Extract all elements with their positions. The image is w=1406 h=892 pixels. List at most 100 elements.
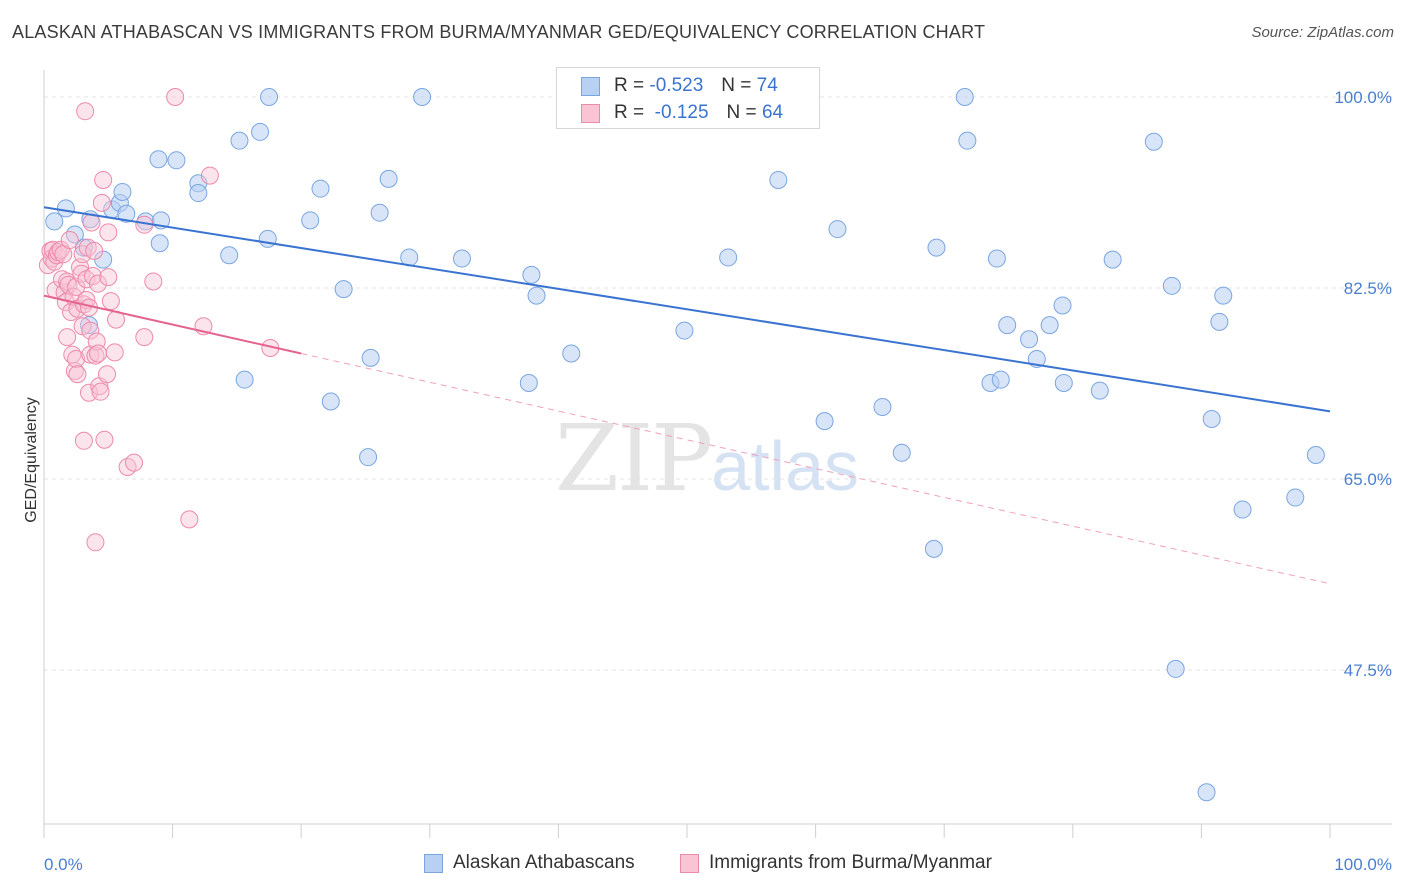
athabascan-point xyxy=(955,88,974,106)
burma-point xyxy=(86,533,105,552)
athabascan-point xyxy=(311,179,330,198)
legend-n-value: 74 xyxy=(756,75,778,96)
y-axis-title: GED/Equivalency xyxy=(23,397,40,522)
athabascan-point xyxy=(562,344,581,363)
athabascan-point xyxy=(991,370,1010,389)
burma-point xyxy=(166,88,185,106)
athabascan-point xyxy=(1103,250,1122,269)
legend-item-athabascan: Alaskan Athabascans xyxy=(424,852,635,874)
burma-point xyxy=(81,321,100,340)
legend-n-label: N = xyxy=(726,102,757,123)
athabascan-point xyxy=(1054,373,1073,392)
athabascan-point xyxy=(361,348,380,367)
burma-point xyxy=(125,453,144,472)
trend-layer xyxy=(43,206,1331,585)
athabascan-point xyxy=(167,151,186,170)
legend-n-value: 64 xyxy=(761,102,784,123)
athabascan-point xyxy=(321,392,340,411)
athabascan-point xyxy=(1233,500,1252,519)
legend-swatch-blue xyxy=(424,853,443,873)
athabascan-point xyxy=(45,212,64,231)
x-tick-label: 0.0% xyxy=(44,855,83,874)
source-label: Source: ZipAtlas.com xyxy=(1251,24,1394,41)
legend-row-burma: R = -0.125 N = 64 xyxy=(557,100,783,126)
athabascan-point xyxy=(1202,409,1221,428)
y-tick-label: 65.0% xyxy=(1344,470,1392,489)
burma-trend-line xyxy=(43,294,302,355)
legend-n-label: N = xyxy=(721,75,752,96)
athabascan-point xyxy=(220,246,239,265)
burma-point xyxy=(76,102,95,121)
athabascan-point xyxy=(370,203,389,222)
burma-point xyxy=(105,343,124,362)
burma-point xyxy=(98,365,117,384)
legend-r-value: -0.125 xyxy=(654,102,709,123)
burma-point xyxy=(89,274,108,293)
athabascan-point xyxy=(260,88,279,106)
burma-point xyxy=(60,230,79,249)
watermark-atlas: atlas xyxy=(711,427,860,505)
athabascan-point xyxy=(117,204,136,223)
athabascan-point xyxy=(1166,659,1185,678)
athabascan-point xyxy=(230,131,249,150)
burma-trend-extension xyxy=(301,352,1331,585)
axis-layer xyxy=(43,70,1392,838)
burma-point xyxy=(95,430,114,449)
x-tick-label: 100.0% xyxy=(1334,855,1392,874)
athabascan-point xyxy=(522,265,541,284)
y-tick-label: 82.5% xyxy=(1344,279,1392,298)
burma-point xyxy=(58,328,77,347)
athabascan-point xyxy=(873,397,892,416)
burma-point xyxy=(80,383,99,402)
burma-point xyxy=(200,166,219,185)
series-legend: Alaskan Athabascans Immigrants from Burm… xyxy=(0,852,1406,878)
athabascan-point xyxy=(998,316,1017,335)
athabascan-point xyxy=(65,225,84,244)
athabascan-point xyxy=(113,182,132,201)
burma-point xyxy=(68,365,87,384)
athabascan-point xyxy=(235,370,254,389)
athabascan-point xyxy=(958,131,977,150)
athabascan-point xyxy=(719,248,738,267)
athabascan-point xyxy=(74,238,93,257)
burma-point xyxy=(144,272,163,291)
athabascan-point xyxy=(1053,296,1072,315)
burma-point xyxy=(99,268,118,287)
burma-point xyxy=(180,510,199,529)
watermark: ZIPatlas xyxy=(555,405,859,512)
point-layer xyxy=(38,88,1325,802)
watermark-zip: ZIP xyxy=(555,405,713,512)
athabascan-point xyxy=(1020,330,1039,349)
legend-swatch-pink xyxy=(680,853,699,873)
athabascan-point xyxy=(527,286,546,305)
legend-series-name: Alaskan Athabascans xyxy=(453,852,635,873)
athabascan-point xyxy=(927,238,946,257)
legend-r-label: R = xyxy=(614,102,645,123)
athabascan-point xyxy=(815,412,834,431)
burma-point xyxy=(94,170,113,189)
label-layer: 100.0% 82.5% 65.0% 47.5% 0.0% 100.0% GED/Equiv… xyxy=(23,88,1392,874)
athabascan-point xyxy=(519,373,538,392)
burma-point xyxy=(86,346,105,365)
athabascan-point xyxy=(1197,783,1216,802)
athabascan-point xyxy=(149,150,168,169)
burma-point xyxy=(72,264,91,283)
athabascan-point xyxy=(258,229,277,248)
athabascan-point xyxy=(301,211,320,230)
athabascan-point xyxy=(987,249,1006,268)
legend-r-label: R = xyxy=(614,75,645,96)
y-tick-label: 47.5% xyxy=(1344,661,1392,680)
y-tick-label: 100.0% xyxy=(1334,88,1392,107)
stats-legend: R = -0.523 N = 74 R = -0.125 N = 64 xyxy=(556,67,820,129)
athabascan-point xyxy=(452,249,471,268)
burma-point xyxy=(89,344,108,363)
athabascan-point xyxy=(1162,276,1181,295)
burma-point xyxy=(101,292,120,311)
athabascan-point xyxy=(334,280,353,299)
burma-point xyxy=(91,382,110,401)
athabascan-point xyxy=(1214,286,1233,305)
athabascan-point xyxy=(56,199,75,218)
legend-swatch-pink xyxy=(581,103,600,123)
burma-point xyxy=(135,328,154,347)
